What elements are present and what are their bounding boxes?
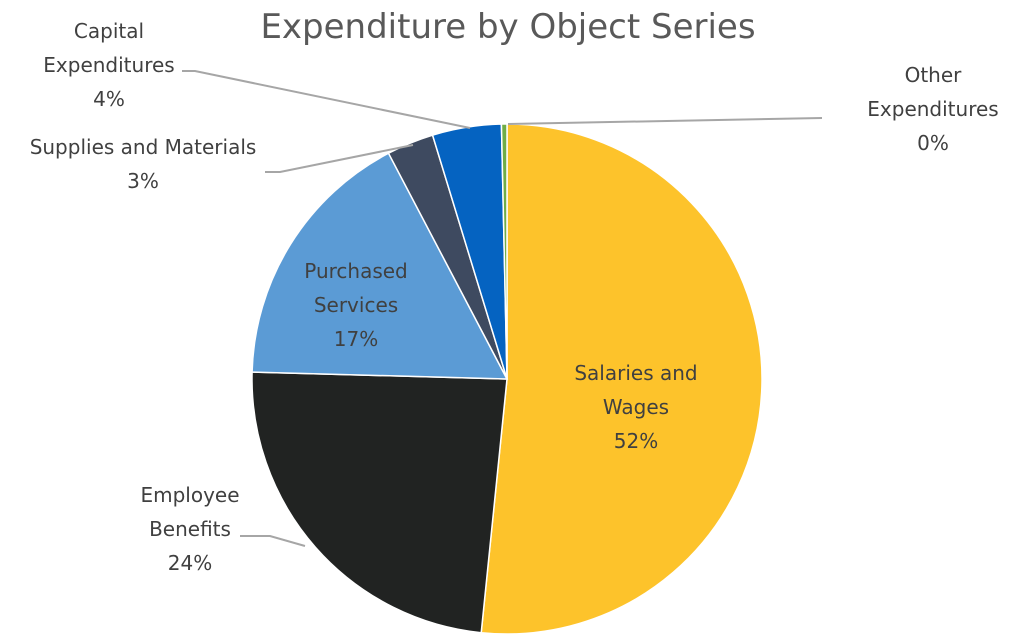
slice-percent: 0% — [917, 131, 949, 155]
slice-name-line: Capital — [74, 19, 144, 43]
chart-title: Expenditure by Object Series — [260, 7, 755, 47]
pie-slices — [251, 123, 763, 635]
slice-label-supplies-and-materials: Supplies and Materials 3% — [30, 135, 257, 193]
pie-slice-other-expenditures — [500, 123, 508, 380]
slice-label-employee-benefits: Employee Benefits 24% — [140, 483, 239, 575]
slice-name-line: Expenditures — [867, 97, 998, 121]
slice-name-line: Other — [905, 63, 963, 87]
slice-label-purchased-services: Purchased Services 17% — [304, 259, 408, 351]
pie-slice-salaries-and-wages — [480, 123, 763, 635]
slice-name-line: Employee — [140, 483, 239, 507]
slice-percent: 4% — [93, 87, 125, 111]
leader-lines — [182, 70, 823, 547]
slice-name-line: Purchased — [304, 259, 408, 283]
slice-name-line: Supplies and Materials — [30, 135, 257, 159]
slice-name-line: Services — [314, 293, 398, 317]
slice-percent: 3% — [127, 169, 159, 193]
slice-name-line: Expenditures — [43, 53, 174, 77]
slice-percent: 17% — [334, 327, 378, 351]
slice-label-other-expenditures: Other Expenditures 0% — [867, 63, 998, 155]
slice-label-capital-expenditures: Capital Expenditures 4% — [43, 19, 174, 111]
slice-labels: Salaries and Wages 52% Employee Benefits 24% P… — [30, 19, 999, 575]
slice-name-line: Wages — [603, 395, 669, 419]
slice-label-salaries-and-wages: Salaries and Wages 52% — [574, 361, 697, 453]
leader-line-supplies-and-materials — [265, 144, 414, 173]
leader-line-other-expenditures — [507, 117, 823, 125]
leader-line-capital-expenditures — [182, 70, 471, 129]
slice-name-line: Salaries and — [574, 361, 697, 385]
pie-slice-employee-benefits — [251, 371, 508, 634]
slice-name-line: Benefits — [149, 517, 231, 541]
slice-percent: 24% — [168, 551, 212, 575]
leader-line-employee-benefits — [240, 535, 306, 547]
slice-percent: 52% — [614, 429, 658, 453]
pie-slice-purchased-services — [251, 152, 509, 380]
